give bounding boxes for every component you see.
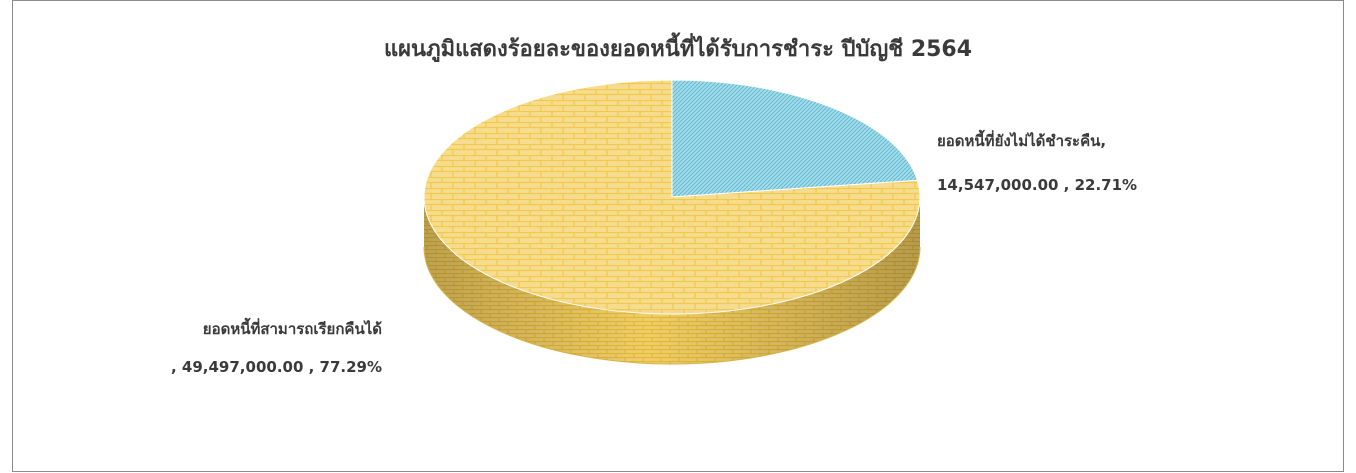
data-label-recovered-value: , 49,497,000.00 , 77.29%	[171, 358, 383, 376]
data-label-unpaid: ยอดหนี้ที่ยังไม่ได้ชำระคืน, 14,547,000.0…	[937, 131, 1137, 195]
data-label-unpaid-value: 14,547,000.00 , 22.71%	[937, 176, 1138, 194]
pie-top-shade	[424, 80, 920, 314]
pie-side	[423, 197, 921, 365]
pie-bottom-edge	[423, 246, 921, 365]
pie-side-shade	[424, 197, 920, 364]
chart-frame: แผนภูมิแสดงร้อยละของยอดหนี้ที่ได้รับการช…	[12, 0, 1344, 472]
pie-slices	[423, 79, 921, 315]
pie-chart	[423, 79, 921, 365]
chart-title: แผนภูมิแสดงร้อยละของยอดหนี้ที่ได้รับการช…	[383, 37, 973, 62]
data-label-recovered-name: ยอดหนี้ที่สามารถเรียกคืนได้	[202, 320, 383, 338]
data-label-unpaid-name: ยอดหนี้ที่ยังไม่ได้ชำระคืน,	[937, 132, 1107, 150]
data-label-recovered: ยอดหนี้ที่สามารถเรียกคืนได้ , 49,497,000…	[171, 319, 382, 377]
